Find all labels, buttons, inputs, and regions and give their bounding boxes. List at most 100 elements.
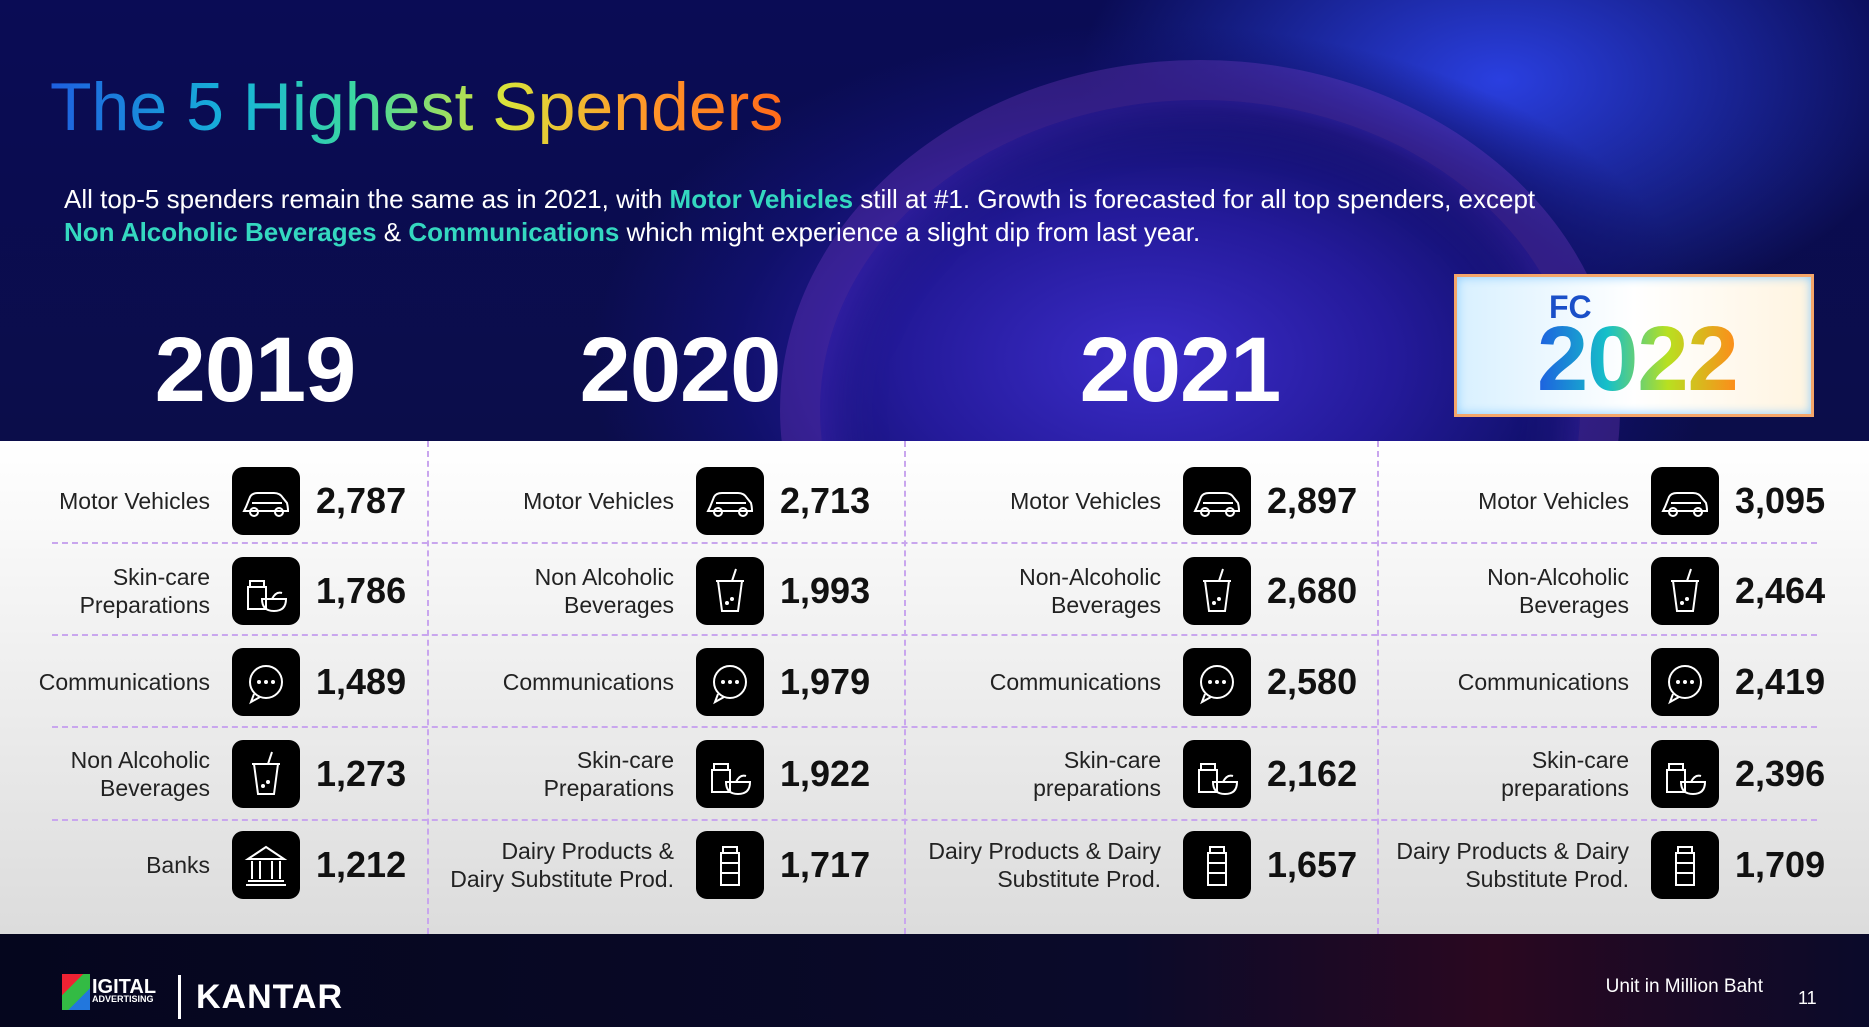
highlight: Non Alcoholic Beverages	[64, 217, 377, 247]
table	[0, 441, 1869, 934]
name-line: Dairy Products &	[501, 838, 674, 864]
name-line: Motor Vehicles	[1478, 488, 1629, 514]
name-line: Skin-care	[112, 564, 210, 590]
page-number: 11	[1798, 988, 1817, 1008]
year: 2021	[1079, 319, 1282, 421]
icon	[1183, 740, 1251, 808]
category-name: Motor Vehicles	[1010, 487, 1161, 515]
value: 1,922	[780, 753, 871, 794]
category-name: Skin-care preparations	[1033, 746, 1161, 802]
icon	[232, 831, 300, 899]
name-line: Beverages	[100, 775, 210, 801]
icon	[696, 740, 764, 808]
category-name: Communications	[39, 668, 210, 696]
footer	[0, 934, 1869, 1027]
icon	[1651, 648, 1719, 716]
category-name: Dairy Products & Dairy Substitute Prod.	[450, 837, 674, 893]
year: 2019	[154, 319, 357, 421]
logo	[62, 974, 90, 1010]
icon	[1183, 467, 1251, 535]
value: 1,657	[1267, 844, 1358, 885]
subtitle: All top-5 spenders remain the same as in…	[64, 183, 1544, 249]
name-line: Skin-care	[1063, 747, 1161, 773]
logo-word: ADVERTISING	[92, 994, 154, 1004]
name-line: Beverages	[1051, 592, 1161, 618]
value: 1,489	[316, 661, 407, 702]
name-line: Skin-care	[576, 747, 674, 773]
value: 1,709	[1735, 844, 1826, 885]
icon	[1651, 831, 1719, 899]
value: 2,464	[1735, 570, 1826, 611]
row-separator	[52, 726, 1817, 728]
value: 3,095	[1735, 480, 1826, 521]
category-name: Dairy Products & Dairy Substitute Prod.	[928, 837, 1161, 893]
name-line: Dairy Products & Dairy	[1396, 838, 1629, 864]
category-name: Motor Vehicles	[523, 487, 674, 515]
category-name: Communications	[503, 668, 674, 696]
row-separator	[52, 542, 1817, 544]
category-name: Non Alcoholic Beverages	[71, 746, 210, 802]
divider	[178, 975, 181, 1019]
subtitle-text: which might experience a slight dip from…	[619, 217, 1201, 247]
value: 2,419	[1735, 661, 1826, 702]
row-separator	[52, 634, 1817, 636]
icon	[1183, 557, 1251, 625]
name-line: Beverages	[564, 592, 674, 618]
value: 2,396	[1735, 753, 1826, 794]
icon	[1651, 740, 1719, 808]
category-name: Banks	[146, 851, 210, 879]
value: 2,897	[1267, 480, 1358, 521]
icon	[232, 557, 300, 625]
value: 1,273	[316, 753, 407, 794]
icon	[696, 557, 764, 625]
icon	[1651, 557, 1719, 625]
name-line: Banks	[146, 852, 210, 878]
name-line: Non-Alcoholic	[1019, 564, 1161, 590]
column-separator	[1377, 441, 1379, 934]
column-separator	[904, 441, 906, 934]
category-name: Motor Vehicles	[1478, 487, 1629, 515]
subtitle-text: All top-5 spenders remain the same as in…	[64, 184, 670, 214]
highlight: Motor Vehicles	[669, 184, 854, 214]
unit-note: Unit in Million Baht	[1605, 976, 1763, 997]
forecast-box: FC 2022	[1454, 274, 1814, 417]
name-line: Preparations	[543, 775, 674, 801]
column-separator	[427, 441, 429, 934]
icon	[696, 467, 764, 535]
category-name: Communications	[1458, 668, 1629, 696]
category-name: Non-Alcoholic Beverages	[1019, 563, 1161, 619]
name-line: Communications	[1457, 669, 1629, 695]
icon	[232, 740, 300, 808]
name-line: Preparations	[79, 592, 210, 618]
icon	[696, 831, 764, 899]
year: 2020	[579, 319, 782, 421]
forecast-year: 2022	[1537, 308, 1739, 410]
category-name: Communications	[990, 668, 1161, 696]
subtitle-text: &	[376, 217, 409, 247]
category-name: Motor Vehicles	[59, 487, 210, 515]
value: 1,979	[780, 661, 871, 702]
category-name: Skin-care Preparations	[544, 746, 674, 802]
name-line: Motor Vehicles	[1010, 488, 1161, 514]
name-line: Communications	[502, 669, 674, 695]
name-line: Communications	[38, 669, 210, 695]
value: 2,787	[316, 480, 407, 521]
highlight: Communications	[408, 217, 620, 247]
name-line: Dairy Substitute Prod.	[450, 866, 674, 892]
icon	[696, 648, 764, 716]
name-line: Substitute Prod.	[997, 866, 1161, 892]
category-name: Non-Alcoholic Beverages	[1487, 563, 1629, 619]
category-name: Non Alcoholic Beverages	[535, 563, 674, 619]
value: 1,717	[780, 844, 871, 885]
value: 2,580	[1267, 661, 1358, 702]
value: 1,993	[780, 570, 871, 611]
logo-text: IGITAL ADVERTISING	[92, 977, 156, 1004]
name-line: preparations	[1033, 775, 1161, 801]
value: 2,162	[1267, 753, 1358, 794]
value: 1,212	[316, 844, 407, 885]
name-line: Communications	[989, 669, 1161, 695]
category-name: Skin-care preparations	[1501, 746, 1629, 802]
icon	[1183, 648, 1251, 716]
title: The 5 Highest Spenders	[50, 69, 784, 145]
